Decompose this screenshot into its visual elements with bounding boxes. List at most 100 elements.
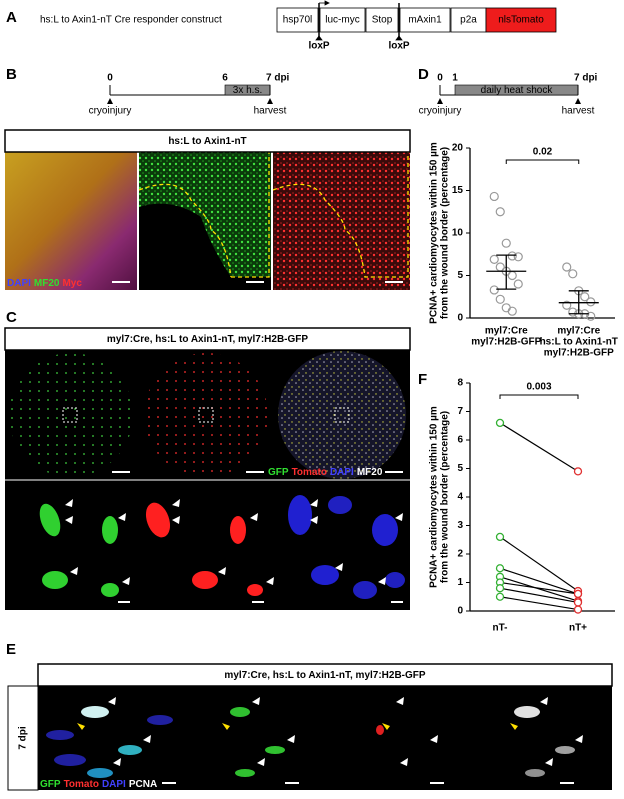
panel-label: D <box>418 66 429 83</box>
panel-label: C <box>6 309 17 326</box>
timeline-box-label: daily heat shock <box>481 85 554 96</box>
construct-part: hsp70l <box>283 15 312 26</box>
pair-line <box>499 587 579 604</box>
x-tick-label: nT- <box>493 623 508 634</box>
header-text: myl7:Cre, hs:L to Axin1-nT, myl7:H2B-GFP <box>107 334 308 345</box>
stain-name: DAPI <box>102 779 126 790</box>
timeline-tick-label: 1 <box>452 73 458 84</box>
stain-legend: GFP Tomato DAPI MF20 <box>268 467 383 478</box>
stain-name: PCNA <box>129 779 157 790</box>
stain-name: DAPI <box>330 467 354 478</box>
data-point <box>586 297 596 307</box>
data-point <box>573 467 583 476</box>
y-tick-label: 20 <box>452 143 464 154</box>
data-point <box>489 254 499 264</box>
data-point <box>573 589 583 599</box>
p-value: 0.02 <box>533 147 553 158</box>
timeline-tick-label: 7 dpi <box>574 73 598 84</box>
stain-name: Tomato <box>64 779 99 790</box>
y-tick-label: 0 <box>457 313 463 324</box>
timeline-arrow <box>575 98 581 104</box>
data-point <box>489 191 499 202</box>
stain-name: MF20 <box>357 467 383 478</box>
timeline-tick-label: 0 <box>437 73 443 84</box>
x-tick-label: nT+ <box>569 623 587 634</box>
construct-part: luc-myc <box>325 15 359 26</box>
construct-part: mAxin1 <box>408 15 442 26</box>
pair-line <box>499 536 579 592</box>
y-tick-label: 6 <box>457 435 463 446</box>
data-point <box>507 306 517 316</box>
x-tick-label: myl7:Cre <box>485 326 528 337</box>
y-tick-label: 5 <box>457 270 463 281</box>
panel-label: F <box>418 371 427 388</box>
data-point <box>507 270 517 281</box>
pair-line <box>499 567 579 595</box>
header-box <box>37 663 613 687</box>
significance-bracket <box>499 394 579 399</box>
construct-part: p2a <box>460 15 477 26</box>
image-c <box>5 350 410 610</box>
data-point <box>513 279 523 289</box>
stain-name: MF20 <box>34 278 60 289</box>
data-point <box>562 300 572 310</box>
y-tick-label: 10 <box>452 228 464 239</box>
data-point <box>495 207 505 217</box>
header-box <box>4 327 411 351</box>
pair-line <box>499 581 579 595</box>
loxp-label: loxP <box>308 41 329 52</box>
data-point <box>501 303 511 313</box>
data-point <box>573 598 583 607</box>
y-tick-label: 5 <box>457 463 463 474</box>
timeline-box-label: 3x h.s. <box>233 85 262 96</box>
construct <box>276 0 557 41</box>
data-point <box>580 292 590 302</box>
timeline-event: cryoinjury <box>419 106 462 117</box>
image-e <box>7 685 612 791</box>
y-tick-label: 8 <box>457 378 463 389</box>
x-tick-label: hs:L to Axin1-nT <box>540 337 618 348</box>
timeline-arrow <box>267 98 273 104</box>
data-point <box>513 252 523 262</box>
p-value: 0.003 <box>526 382 551 393</box>
data-point <box>568 269 578 279</box>
significance-bracket <box>505 159 580 164</box>
timeline-event: cryoinjury <box>89 106 132 117</box>
data-point <box>562 262 572 272</box>
data-point <box>586 311 596 321</box>
header-text: myl7:Cre, hs:L to Axin1-nT, myl7:H2B-GFP <box>224 670 425 681</box>
y-tick-label: 0 <box>457 606 463 617</box>
y-tick-label: 1 <box>457 577 463 588</box>
stain-name: GFP <box>40 779 61 790</box>
data-point <box>507 251 517 261</box>
panel-label: A <box>6 9 17 26</box>
timeline-tick-label: 6 <box>222 73 228 84</box>
header-box <box>4 129 411 153</box>
loxp-label: loxP <box>388 41 409 52</box>
image-b <box>5 152 410 290</box>
y-tick-label: 3 <box>457 520 463 531</box>
y-tick-label: 7 <box>457 406 463 417</box>
timeline-arrow <box>437 98 443 104</box>
y-tick-label: 2 <box>457 549 463 560</box>
y-axis-label: from the wound border (percentage) <box>440 411 451 583</box>
construct-title: hs:L to Axin1-nT Cre responder construct <box>40 15 222 26</box>
data-point <box>489 285 499 295</box>
construct-part: Stop <box>372 15 393 26</box>
stain-legend: DAPI MF20 Myc <box>7 278 82 289</box>
data-point <box>495 418 505 428</box>
timeline-arrow <box>107 98 113 104</box>
stain-name: GFP <box>268 467 289 478</box>
timeline-tick-label: 0 <box>107 73 113 84</box>
y-tick-label: 15 <box>452 185 464 196</box>
side-label: 7 dpi <box>18 726 29 750</box>
data-point <box>495 584 505 593</box>
timeline-event: harvest <box>562 106 595 117</box>
pair-line <box>499 576 579 602</box>
stain-legend: GFP Tomato DAPI PCNA <box>40 779 157 790</box>
pair-line <box>499 422 579 472</box>
pair-line <box>499 596 579 611</box>
y-axis-label: PCNA+ cardiomyocytes within 150 µm <box>429 142 440 324</box>
